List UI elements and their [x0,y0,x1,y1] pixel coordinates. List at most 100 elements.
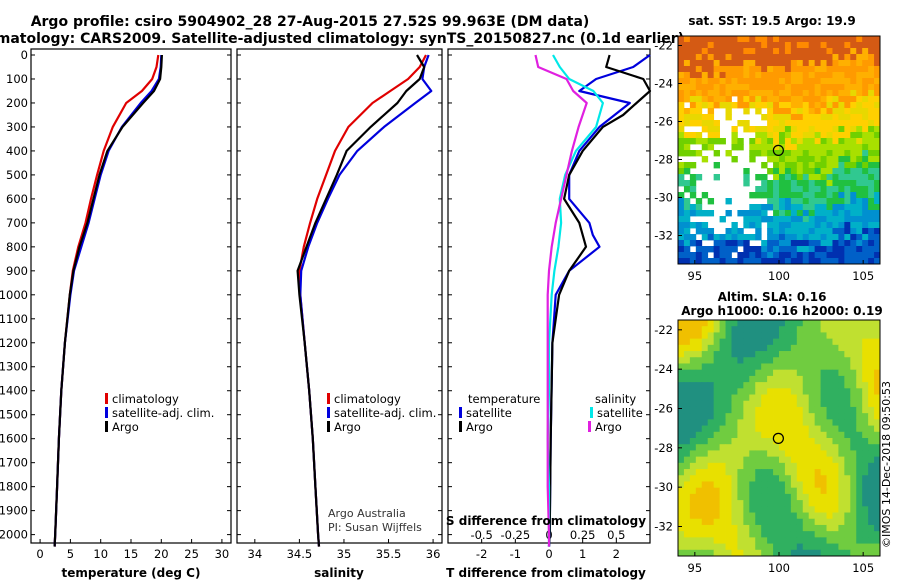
map-cell [844,344,851,352]
map-cell [802,126,810,133]
map-cell [808,108,816,115]
map-cell [695,394,703,402]
map-cell [779,531,786,538]
map-cell [808,549,816,557]
map-cell [838,518,845,526]
map-cell [689,382,697,389]
map-cell [802,475,810,482]
map-cell [713,332,720,340]
map-cell [856,240,863,247]
map-cell [773,192,780,199]
map-cell [856,66,863,73]
map-cell [784,425,792,433]
map-cell [844,60,851,67]
map-cell [678,132,685,139]
map-cell [725,425,732,433]
map-cell [678,524,685,532]
map-cell [749,54,756,61]
map-cell [743,344,750,352]
map-cell [826,42,833,49]
map-cell [862,120,869,127]
map-cell [868,537,875,544]
map-cell [761,216,768,223]
map-cell [719,487,726,495]
map-cell [707,375,715,383]
map-cell [779,36,786,43]
map-cell [749,450,756,458]
map-cell [719,375,726,383]
map-cell [850,132,857,139]
map-cell [808,132,816,139]
map-cell [731,126,738,133]
map-cell [761,518,768,526]
map-cell [790,375,798,383]
map-cell [678,413,685,420]
map-cell [701,54,709,61]
map-cell [719,369,726,377]
map-cell [814,456,821,464]
map-cell [737,375,744,383]
map-cell [808,156,816,163]
map-cell [773,438,780,445]
series-line-temperature-argo [547,54,652,547]
map-cell [678,549,685,557]
map-cell [707,394,715,402]
map-cell [832,258,839,265]
map-cell [779,506,786,513]
map-cell [856,72,863,79]
map-cell [773,338,780,346]
map-cell [761,66,768,73]
map-cell [719,357,726,364]
map-cell [796,240,804,247]
map-cell [713,240,720,247]
map-cell [779,258,786,265]
map-cell [749,456,756,464]
map-cell [808,537,816,544]
map-cell [731,344,738,352]
map-cell [844,512,851,520]
map-cell [779,108,786,115]
map-cell [838,240,845,247]
map-cell [719,344,726,352]
map-cell [773,456,780,464]
x-tick-label: 34 [248,547,263,561]
map-cell [796,419,804,426]
map-cell [689,357,697,364]
map-cell [832,475,839,482]
map-cell [790,493,798,501]
map-cell [743,425,750,433]
map-cell [802,96,810,103]
map-cell [838,425,845,433]
map-cell [743,469,750,476]
map-cell [790,344,798,352]
map-cell [862,493,869,501]
map-cell [743,357,750,364]
map-cell [707,431,715,439]
map-cell [814,204,821,211]
map-cell [790,531,798,538]
map-cell [790,90,798,97]
map-cell [862,537,869,544]
map-cell [779,351,786,358]
map-cell [737,120,744,127]
map-cell [749,48,756,55]
map-cell [695,72,703,79]
map-cell [701,543,709,551]
map-cell [761,344,768,352]
map-cell [683,252,691,259]
map-cell [868,204,875,211]
map-cell [731,228,738,235]
map-cell [761,180,768,187]
map-cell [678,450,685,458]
map-cell [737,66,744,73]
map-cell [767,240,774,247]
map-cell [796,375,804,383]
map-cell [678,210,685,217]
map-cell [707,96,715,103]
map-cell [731,481,738,489]
map-cell [683,351,691,358]
map-cell [874,210,881,217]
map-cell [749,388,756,395]
map-cell [838,210,845,217]
depth-tick-label: 300 [6,120,28,134]
